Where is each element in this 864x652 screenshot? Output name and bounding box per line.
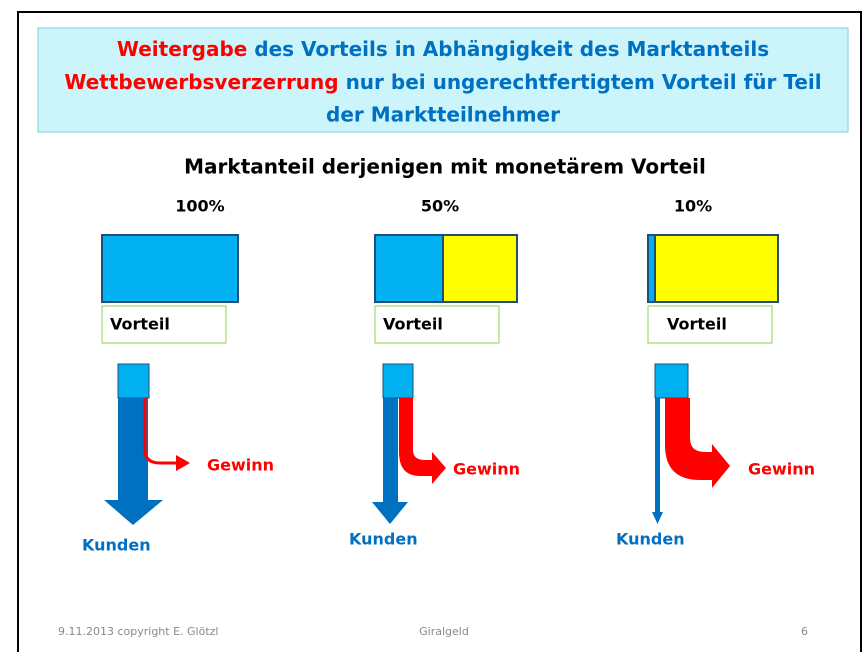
header-red: Wettbewerbsverzerrung (64, 70, 338, 94)
header-blue: nur bei ungerechtfertigtem Vorteil für T… (339, 70, 822, 94)
profit-arrow (143, 398, 178, 465)
profit-arrowhead (176, 455, 190, 471)
market-bar (374, 234, 444, 303)
footer-center: Giralgeld (419, 625, 469, 638)
advantage-box (101, 305, 227, 344)
advantage-box (374, 305, 500, 344)
footer-right: 6 (801, 625, 808, 638)
customer-arrow (372, 398, 408, 524)
square (117, 363, 150, 399)
profit: Gewinn (748, 460, 815, 479)
share: 50% (421, 197, 459, 216)
advantage: Vorteil (667, 315, 727, 334)
customers: Kunden (616, 530, 685, 549)
header-blue: des Vorteils in Abhängigkeit des Marktan… (247, 37, 769, 61)
market-bar (647, 234, 656, 303)
header-line: Weitergabe des Vorteils in Abhängigkeit … (117, 37, 769, 61)
customer-arrow (104, 398, 163, 525)
subtitle: Marktanteil derjenigen mit monetärem Vor… (184, 155, 706, 179)
profit-arrow (399, 398, 446, 484)
customers: Kunden (349, 530, 418, 549)
square (654, 363, 689, 399)
advantage: Vorteil (383, 315, 443, 334)
customer-arrow (652, 398, 663, 524)
market-bar (654, 234, 779, 303)
advantage-box (647, 305, 773, 344)
header-line: Wettbewerbsverzerrung nur bei ungerechtf… (64, 70, 821, 94)
profit: Gewinn (207, 456, 274, 475)
advantage: Vorteil (110, 315, 170, 334)
share: 100% (175, 197, 224, 216)
share: 10% (674, 197, 712, 216)
profit-arrow (665, 398, 730, 488)
header-red: Weitergabe (117, 37, 247, 61)
market-bar (442, 234, 518, 303)
profit: Gewinn (453, 460, 520, 479)
footer-left: 9.11.2013 copyright E. Glötzl (58, 625, 219, 638)
header-line: der Marktteilnehmer (326, 103, 560, 127)
square (382, 363, 414, 399)
customers: Kunden (82, 536, 151, 555)
market-bar (101, 234, 239, 303)
header-box (37, 27, 849, 133)
